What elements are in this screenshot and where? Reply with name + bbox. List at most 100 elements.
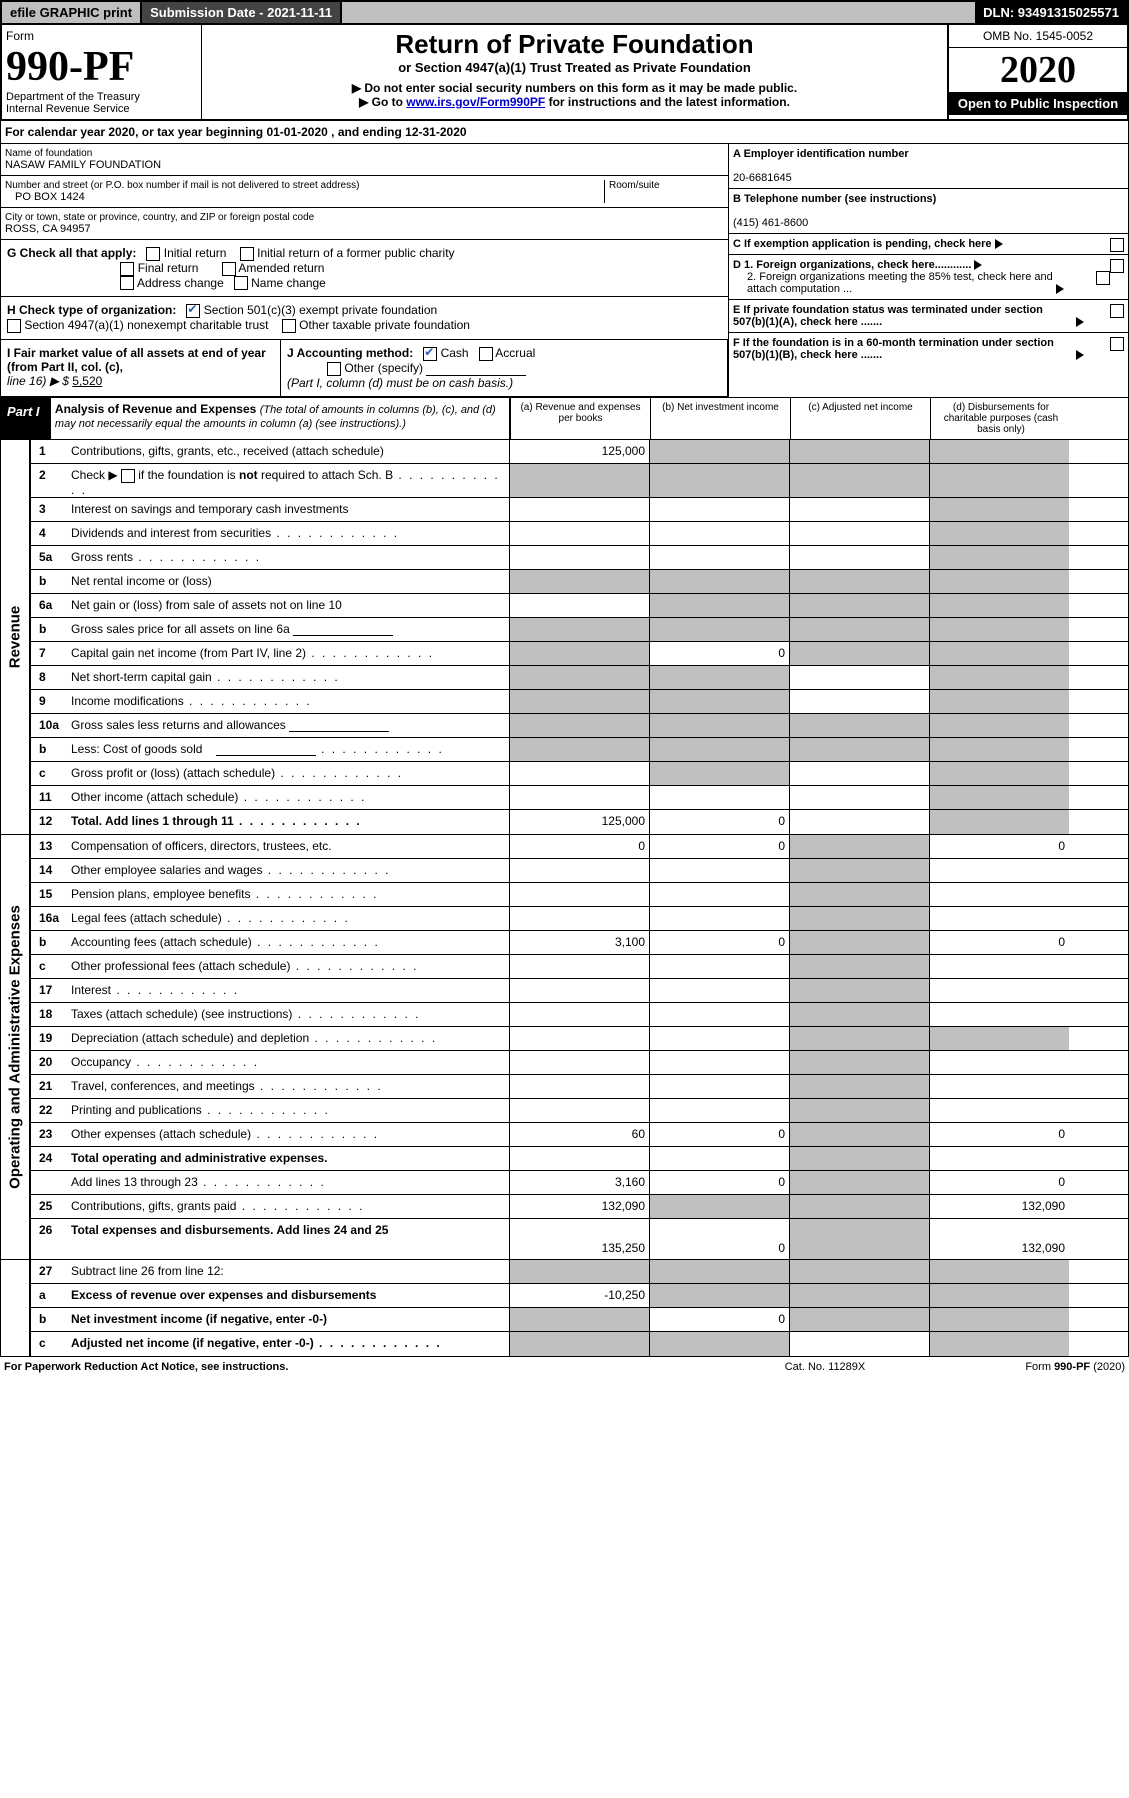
city-label: City or town, state or province, country…: [5, 212, 724, 223]
line-2-num: 2: [31, 464, 71, 497]
line-27-num: 27: [31, 1260, 71, 1283]
line-16a-d: [929, 907, 1069, 930]
d2-label: 2. Foreign organizations meeting the 85%…: [733, 271, 1053, 295]
line-20-desc: Occupancy: [71, 1051, 509, 1074]
line-19-c: [789, 1027, 929, 1050]
line-6a-num: 6a: [31, 594, 71, 617]
line-27a-a: -10,250: [509, 1284, 649, 1307]
chk-initial-former[interactable]: [240, 247, 254, 261]
line-27c-d: [929, 1332, 1069, 1356]
line-7-a: [509, 642, 649, 665]
opt-other-tax: Other taxable private foundation: [299, 318, 470, 332]
j-block: J Accounting method: Cash Accrual Other …: [281, 340, 728, 396]
col-a-header: (a) Revenue and expenses per books: [511, 398, 651, 439]
line-16a-a: [509, 907, 649, 930]
line-14-a: [509, 859, 649, 882]
line-10a-input[interactable]: [289, 718, 389, 732]
line-24b-num: [31, 1171, 71, 1194]
arrow-icon: [1076, 350, 1084, 360]
line-16a-b: [649, 907, 789, 930]
line-12-a: 125,000: [509, 810, 649, 834]
line-10b-input[interactable]: [216, 742, 316, 756]
form-number: 990-PF: [6, 43, 197, 91]
line-12-desc: Total. Add lines 1 through 11: [71, 810, 509, 834]
chk-4947[interactable]: [7, 319, 21, 333]
line-25-num: 25: [31, 1195, 71, 1218]
line-4-a: [509, 522, 649, 545]
line-16c-desc: Other professional fees (attach schedule…: [71, 955, 509, 978]
open-to-public: Open to Public Inspection: [949, 92, 1127, 115]
line-25-d: 132,090: [929, 1195, 1069, 1218]
line-7-b: 0: [649, 642, 789, 665]
line-1-b: [649, 440, 789, 463]
form990pf-link[interactable]: www.irs.gov/Form990PF: [406, 95, 545, 109]
line-27-d: [929, 1260, 1069, 1283]
line-10a-desc: Gross sales less returns and allowances: [71, 714, 509, 737]
chk-schb[interactable]: [121, 469, 135, 483]
line-25-desc: Contributions, gifts, grants paid: [71, 1195, 509, 1218]
line-17-num: 17: [31, 979, 71, 1002]
chk-final[interactable]: [120, 262, 134, 276]
line-8-num: 8: [31, 666, 71, 689]
chk-address[interactable]: [120, 276, 134, 290]
chk-name[interactable]: [234, 276, 248, 290]
top-bar: efile GRAPHIC print Submission Date - 20…: [0, 0, 1129, 25]
line-7-desc: Capital gain net income (from Part IV, l…: [71, 642, 509, 665]
chk-cash[interactable]: [423, 347, 437, 361]
line-26-c: [789, 1219, 929, 1259]
line-10b-c: [789, 738, 929, 761]
line-26-d: 132,090: [929, 1219, 1069, 1259]
part1-label: Part I: [1, 398, 51, 439]
line-5a-desc: Gross rents: [71, 546, 509, 569]
chk-c[interactable]: [1110, 238, 1124, 252]
line-23-desc: Other expenses (attach schedule): [71, 1123, 509, 1146]
opt-initial: Initial return: [164, 246, 227, 260]
efile-btn[interactable]: efile GRAPHIC print: [2, 2, 142, 23]
line-27b-desc: Net investment income (if negative, ente…: [71, 1308, 509, 1331]
line-6b-d: [929, 618, 1069, 641]
line-21-c: [789, 1075, 929, 1098]
line-6b-c: [789, 618, 929, 641]
chk-amended[interactable]: [222, 262, 236, 276]
chk-d1[interactable]: [1110, 259, 1124, 273]
chk-d2[interactable]: [1096, 271, 1110, 285]
form-subtitle: or Section 4947(a)(1) Trust Treated as P…: [206, 60, 943, 75]
line-15-num: 15: [31, 883, 71, 906]
g-label: G Check all that apply:: [7, 246, 136, 260]
line-10a-d: [929, 714, 1069, 737]
line-13-b: 0: [649, 835, 789, 858]
ein-value: 20-6681645: [733, 172, 792, 184]
line-10a-c: [789, 714, 929, 737]
line-22-c: [789, 1099, 929, 1122]
line-5b-b: [649, 570, 789, 593]
f-label: F If the foundation is in a 60-month ter…: [733, 337, 1073, 361]
line-5b-a: [509, 570, 649, 593]
line-5b-c: [789, 570, 929, 593]
line-26-desc: Total expenses and disbursements. Add li…: [71, 1219, 509, 1259]
chk-501c3[interactable]: [186, 304, 200, 318]
line-27c-c: [789, 1332, 929, 1356]
form-line2: ▶ Go to www.irs.gov/Form990PF for instru…: [206, 95, 943, 109]
e-label: E If private foundation status was termi…: [733, 304, 1073, 328]
part1-title: Analysis of Revenue and Expenses: [55, 402, 256, 416]
form-word: Form: [6, 29, 197, 43]
line-27-b: [649, 1260, 789, 1283]
line-20-a: [509, 1051, 649, 1074]
line-9-num: 9: [31, 690, 71, 713]
line-6b-input[interactable]: [293, 622, 393, 636]
other-specify-line[interactable]: [426, 362, 526, 376]
chk-accrual[interactable]: [479, 347, 493, 361]
line-19-desc: Depreciation (attach schedule) and deple…: [71, 1027, 509, 1050]
chk-other-tax[interactable]: [282, 319, 296, 333]
line-11-b: [649, 786, 789, 809]
chk-e[interactable]: [1110, 304, 1124, 318]
line-4-num: 4: [31, 522, 71, 545]
line-13-c: [789, 835, 929, 858]
chk-initial[interactable]: [146, 247, 160, 261]
expenses-vertical-label: Operating and Administrative Expenses: [1, 835, 31, 1259]
chk-other-acc[interactable]: [327, 362, 341, 376]
line-16a-desc: Legal fees (attach schedule): [71, 907, 509, 930]
line-13-a: 0: [509, 835, 649, 858]
chk-f[interactable]: [1110, 337, 1124, 351]
line-15-c: [789, 883, 929, 906]
